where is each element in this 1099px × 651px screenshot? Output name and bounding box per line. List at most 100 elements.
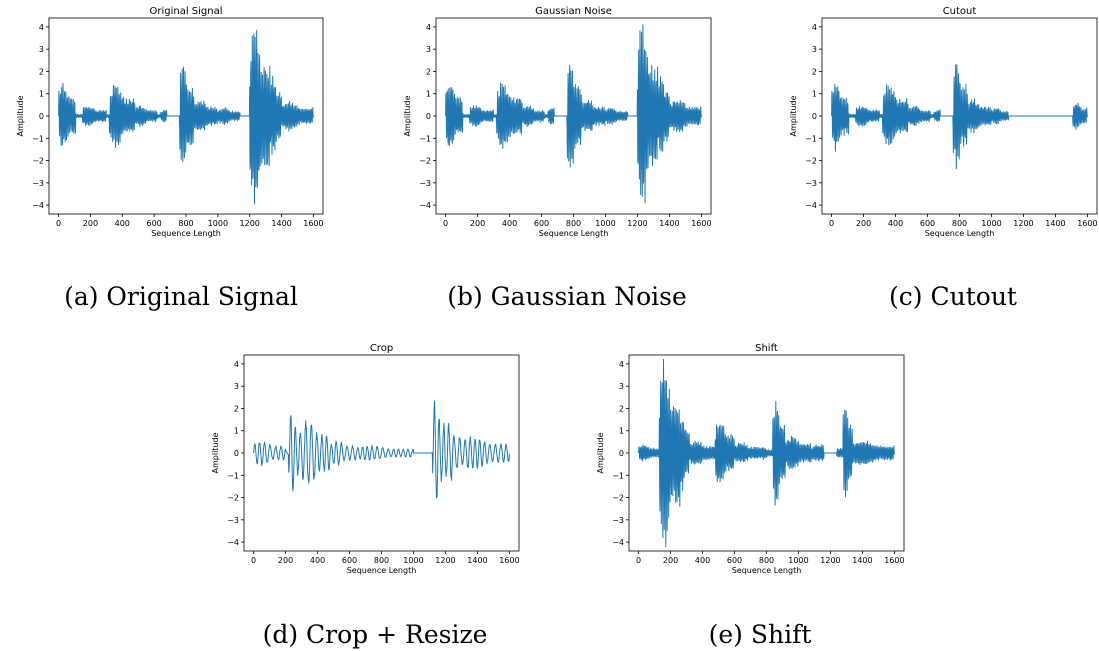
y-axis-label: Amplitude — [211, 432, 220, 473]
x-tick-label: 1200 — [1013, 219, 1033, 228]
y-tick-label: 0 — [39, 112, 44, 121]
x-tick-label: 600 — [727, 556, 742, 565]
y-tick-label: 1 — [234, 427, 239, 436]
y-tick-label: 4 — [426, 23, 431, 32]
x-tick-label: 0 — [251, 556, 256, 565]
x-tick-label: 1000 — [595, 219, 615, 228]
x-tick-label: 200 — [278, 556, 293, 565]
x-axis-label: Sequence Length — [925, 229, 995, 238]
y-tick-label: −3 — [32, 179, 44, 188]
y-axis-label: Amplitude — [596, 432, 605, 473]
x-tick-label: 0 — [56, 219, 61, 228]
y-tick-label: 1 — [39, 90, 44, 99]
y-tick-label: −3 — [805, 179, 817, 188]
y-tick-label: 1 — [426, 90, 431, 99]
chart-4: Crop 0 200 400 600 800 1000 1200 1400 1600 −4 −3 −2 −… — [211, 343, 520, 575]
x-tick-label: 1600 — [499, 556, 519, 565]
x-tick-label: 1400 — [467, 556, 487, 565]
y-tick-label: −3 — [419, 179, 431, 188]
x-tick-label: 1200 — [627, 219, 647, 228]
y-tick-label: −2 — [419, 157, 431, 166]
figure-caption: (e) Shift — [708, 620, 812, 649]
x-tick-label: 800 — [759, 556, 774, 565]
y-tick-label: 3 — [812, 45, 817, 54]
y-axis-label: Amplitude — [403, 95, 412, 136]
y-tick-label: 1 — [619, 427, 624, 436]
chart-title: Gaussian Noise — [535, 6, 612, 17]
x-tick-label: 1600 — [1077, 219, 1097, 228]
x-tick-label: 200 — [83, 219, 98, 228]
y-tick-label: 2 — [619, 404, 624, 413]
chart-title: Shift — [755, 343, 778, 354]
chart-5: Shift 0 200 400 600 800 1000 1200 1400 1600 −4 −3 −2… — [596, 343, 905, 575]
x-tick-label: 1600 — [884, 556, 904, 565]
x-tick-label: 1000 — [403, 556, 423, 565]
x-tick-label: 1400 — [852, 556, 872, 565]
chart-1: Original Signal 0 200 400 600 800 1000 1200 1400… — [16, 6, 324, 238]
x-tick-label: 1000 — [788, 556, 808, 565]
y-tick-label: 2 — [812, 67, 817, 76]
y-tick-label: 3 — [619, 382, 624, 391]
y-tick-label: 2 — [39, 67, 44, 76]
y-tick-label: −2 — [227, 494, 239, 503]
x-tick-label: 400 — [115, 219, 130, 228]
x-tick-label: 600 — [342, 556, 357, 565]
x-tick-label: 1600 — [303, 219, 323, 228]
signal-line — [638, 358, 895, 548]
signal-line — [58, 29, 314, 205]
y-tick-label: 2 — [426, 67, 431, 76]
y-tick-label: 4 — [619, 360, 624, 369]
y-tick-label: 4 — [234, 360, 239, 369]
y-tick-label: −3 — [227, 516, 239, 525]
x-axis-label: Sequence Length — [732, 566, 802, 575]
chart-title: Original Signal — [149, 6, 222, 17]
y-tick-label: 4 — [39, 23, 44, 32]
x-tick-label: 400 — [502, 219, 517, 228]
y-tick-label: −4 — [805, 201, 817, 210]
x-tick-label: 1000 — [208, 219, 228, 228]
y-tick-label: 0 — [812, 112, 817, 121]
y-tick-label: −4 — [419, 201, 431, 210]
x-tick-label: 800 — [952, 219, 967, 228]
x-tick-label: 800 — [566, 219, 581, 228]
x-tick-label: 600 — [920, 219, 935, 228]
y-tick-label: 0 — [426, 112, 431, 121]
x-tick-label: 600 — [146, 219, 161, 228]
y-tick-label: 2 — [234, 404, 239, 413]
y-axis-label: Amplitude — [16, 95, 25, 136]
x-tick-label: 1600 — [691, 219, 711, 228]
x-tick-label: 1400 — [271, 219, 291, 228]
figure-caption: (a) Original Signal — [64, 282, 298, 311]
x-tick-label: 1400 — [1045, 219, 1065, 228]
x-tick-label: 200 — [663, 556, 678, 565]
y-tick-label: −2 — [805, 157, 817, 166]
y-tick-label: 3 — [39, 45, 44, 54]
y-tick-label: 4 — [812, 23, 817, 32]
y-tick-label: −2 — [32, 157, 44, 166]
chart-title: Crop — [370, 343, 393, 354]
figure-caption: (d) Crop + Resize — [262, 620, 488, 649]
y-tick-label: −1 — [805, 134, 817, 143]
x-axis-label: Sequence Length — [347, 566, 417, 575]
chart-3: Cutout 0 200 400 600 800 1000 1200 1400 1600 −4 −3 −… — [789, 6, 1098, 238]
y-tick-label: 0 — [234, 449, 239, 458]
x-tick-label: 1200 — [820, 556, 840, 565]
y-tick-label: 0 — [619, 449, 624, 458]
figure-caption: (b) Gaussian Noise — [447, 282, 687, 311]
x-tick-label: 0 — [443, 219, 448, 228]
x-tick-label: 0 — [636, 556, 641, 565]
y-tick-label: −1 — [32, 134, 44, 143]
x-tick-label: 1000 — [981, 219, 1001, 228]
x-tick-label: 800 — [178, 219, 193, 228]
x-tick-label: 800 — [374, 556, 389, 565]
chart-title: Cutout — [943, 6, 977, 17]
x-tick-label: 0 — [829, 219, 834, 228]
y-tick-label: −4 — [612, 538, 624, 547]
y-tick-label: 3 — [426, 45, 431, 54]
x-axis-label: Sequence Length — [539, 229, 609, 238]
x-tick-label: 200 — [856, 219, 871, 228]
y-tick-label: −4 — [32, 201, 44, 210]
x-tick-label: 400 — [695, 556, 710, 565]
y-tick-label: −4 — [227, 538, 239, 547]
y-tick-label: 1 — [812, 90, 817, 99]
